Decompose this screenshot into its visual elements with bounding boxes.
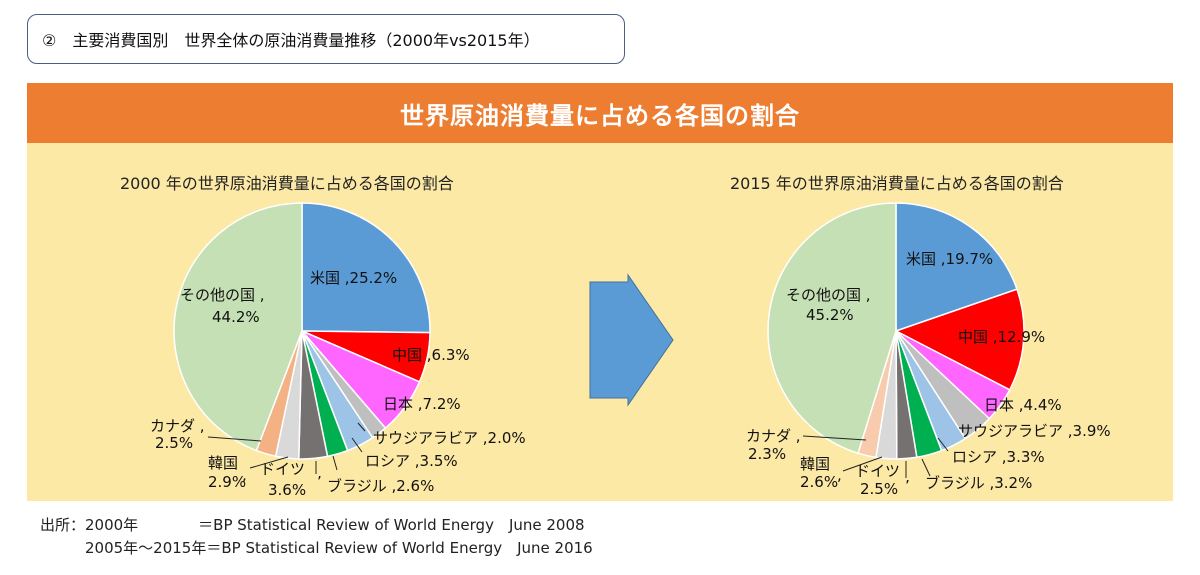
slice-label: 45.2% [806,306,854,324]
slice-label: 日本 ,7.2% [383,395,461,413]
slice-label: 2.6% [800,473,838,491]
leader-line [937,437,949,452]
pie-2000: 米国 ,25.2% 中国 ,6.3% 日本 ,7.2% サウジアラビア ,2.0% ロシ… [150,202,526,499]
slice-label: ブラジル ,2.6% [327,477,434,495]
slice-label: , [242,466,247,484]
right-arrow-icon [589,273,674,407]
slice-label: ドイツ [855,462,900,480]
slice-label: 2.5% [860,480,898,498]
slice-label: ドイツ [260,460,305,478]
slice-label: カナダ , [746,427,801,445]
leader-line [249,456,289,469]
leader-line [207,436,262,442]
source-line-2: 2005年～2015年＝BP Statistical Review of Wor… [40,539,593,557]
heading-text: ② 主要消費国別 世界全体の原油消費量推移（2000年vs2015年） [42,31,540,50]
slice-label: 米国 ,25.2% [310,269,397,287]
slice-label: ロシア ,3.3% [952,448,1045,466]
leader-line [842,456,883,472]
banner: 世界原油消費量に占める各国の割合 [27,83,1173,143]
leader-line [921,458,931,477]
slice-label: 中国 ,6.3% [392,346,470,364]
leader-line [357,422,366,432]
slice-label: ’ [905,477,910,495]
chart-title-2015: 2015 年の世界原油消費量に占める各国の割合 [730,174,1064,193]
banner-title: 世界原油消費量に占める各国の割合 [400,101,800,130]
slice-label: 2.5% [155,434,193,452]
slice-label: 2.9% [208,473,246,491]
heading-box [27,14,625,64]
slice-label: , [837,466,842,484]
slice-label: 中国 ,12.9% [958,328,1045,346]
leader-line [351,437,363,453]
source-line-1: 出所：2000年 ＝BP Statistical Review of World… [40,516,585,534]
slice-label: その他の国 , [786,286,871,304]
slice-label: 韓国 [800,455,830,473]
slice-label: 米国 ,19.7% [906,250,993,268]
slice-label: 日本 ,4.4% [984,396,1062,414]
pie-slice-2015-9 [767,202,897,455]
slice-label: ロシア ,3.5% [365,452,458,470]
leader-line [802,435,867,441]
pie-slice-2015-1 [894,288,1025,391]
slice-label: ブラジル ,3.2% [925,474,1032,492]
slice-label: サウジアラビア ,3.9% [958,422,1111,440]
slice-label: カナダ , [150,417,205,435]
slice-label: サウジアラビア ,2.0% [373,429,526,447]
slice-label: 44.2% [212,308,260,326]
slice-label: ’ [317,473,322,491]
pie-slice-2000-9 [173,202,303,452]
slice-label: 3.6% [268,481,306,499]
slice-label: 2.3% [748,445,786,463]
chart-title-2000: 2000 年の世界原油消費量に占める各国の割合 [120,174,454,193]
leader-line [332,455,338,471]
slice-label: その他の国 , [180,286,265,304]
pie-slice-2000-0 [301,202,431,334]
pie-2015: 米国 ,19.7% 中国 ,12.9% 日本 ,4.4% サウジアラビア ,3.9% ロ… [746,202,1111,498]
slice-label: 韓国 [208,454,238,472]
